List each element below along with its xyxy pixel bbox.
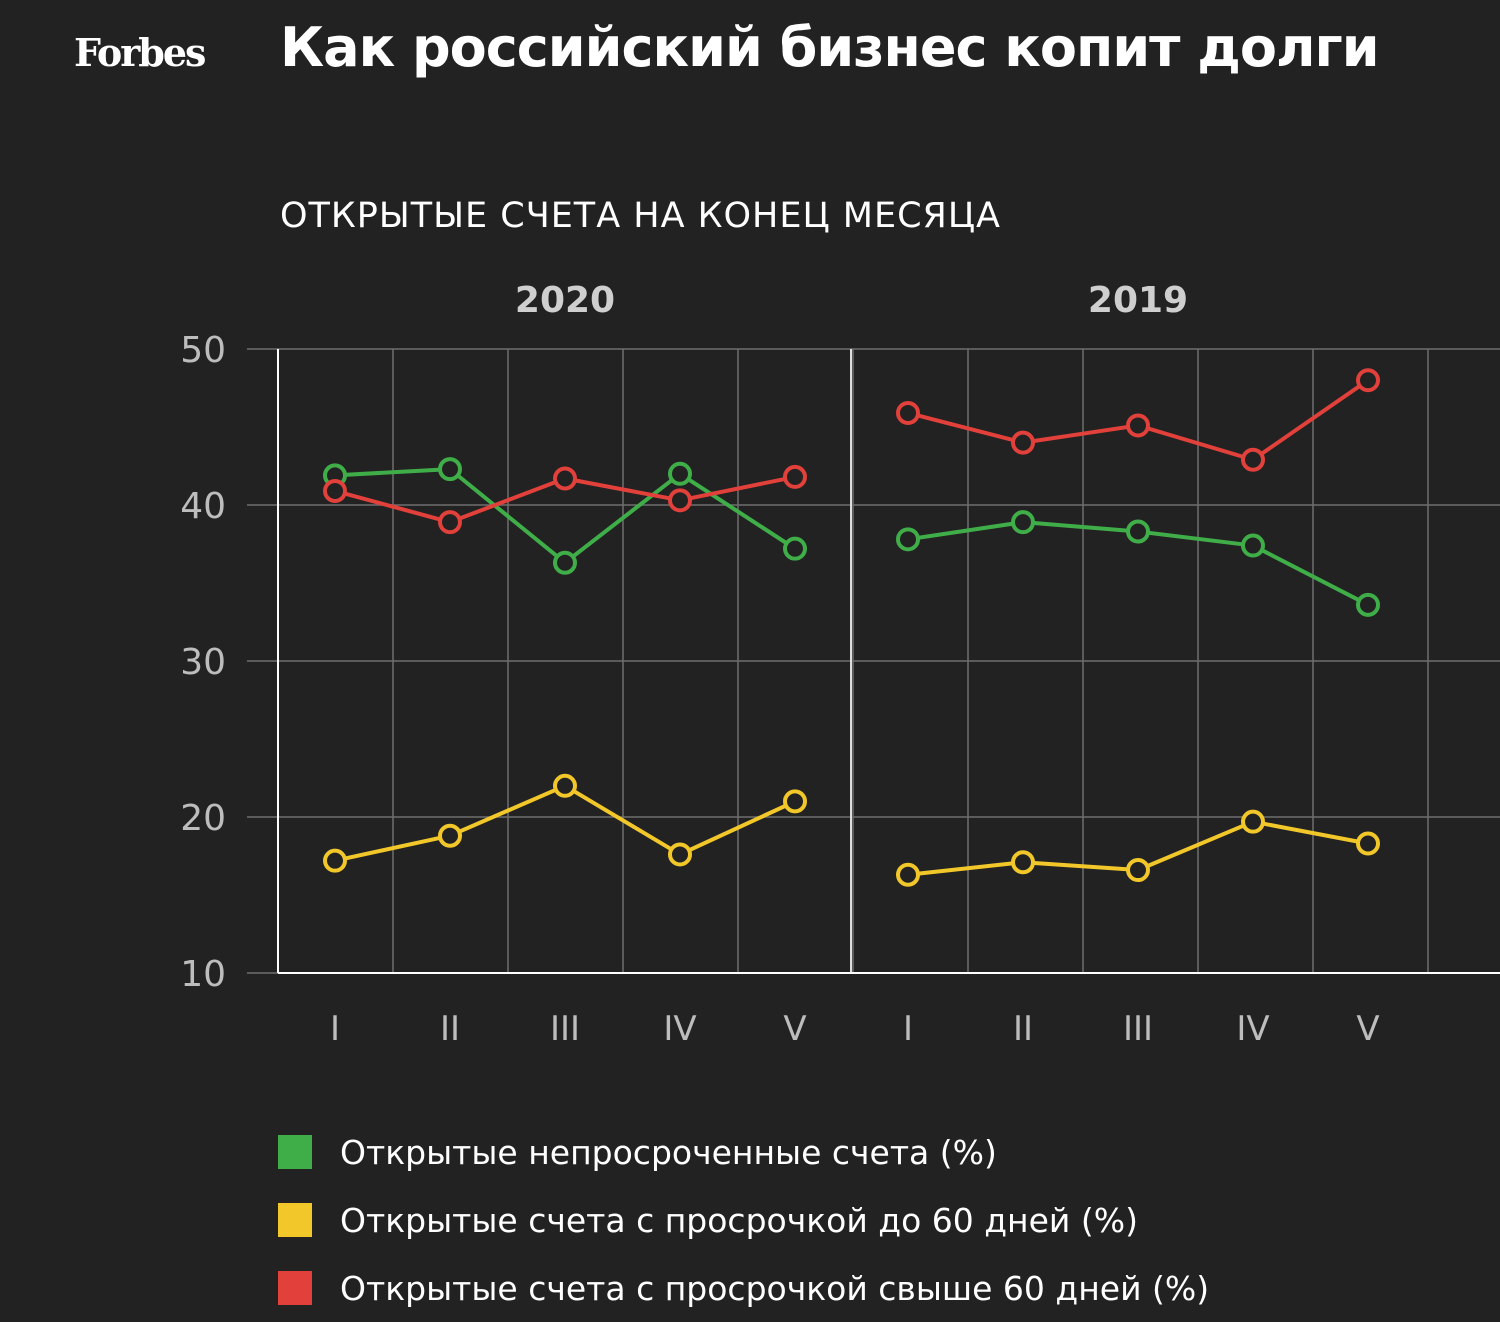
data-point (896, 862, 920, 887)
legend-item-current: Открытые непросроченные счета (%) (278, 1118, 1209, 1186)
data-point (783, 789, 807, 814)
data-point (1241, 447, 1265, 472)
data-point (1126, 858, 1150, 883)
chart-subtitle: ОТКРЫТЫЕ СЧЕТА НА КОНЕЦ МЕСЯЦА (280, 196, 1001, 236)
data-point (553, 773, 577, 798)
y-tick-label: 50 (180, 330, 226, 371)
legend-swatch-red (278, 1271, 312, 1305)
data-point (438, 457, 462, 482)
y-tick-label: 20 (180, 798, 226, 839)
data-point (1241, 533, 1265, 558)
legend-label-current: Открытые непросроченные счета (%) (340, 1132, 997, 1172)
x-tick-label: V (783, 1009, 806, 1049)
data-point (668, 461, 692, 486)
data-point (896, 400, 920, 425)
data-point (323, 478, 347, 503)
data-point (1126, 413, 1150, 438)
legend-item-overdue-over-60: Открытые счета с просрочкой свыше 60 дне… (278, 1254, 1209, 1322)
y-tick-label: 10 (180, 954, 226, 995)
x-tick-label: III (550, 1009, 580, 1049)
data-point (1011, 850, 1035, 875)
data-point (783, 464, 807, 489)
panel-label: 2020 (515, 280, 615, 321)
x-tick-label: II (1013, 1009, 1033, 1049)
data-point (1356, 368, 1380, 393)
x-tick-label: I (903, 1009, 913, 1049)
data-point (1356, 831, 1380, 856)
chart-legend: Открытые непросроченные счета (%) Открыт… (278, 1118, 1209, 1322)
x-tick-label: III (1123, 1009, 1153, 1049)
legend-label-overdue-60: Открытые счета с просрочкой до 60 дней (… (340, 1200, 1138, 1240)
data-point (783, 536, 807, 561)
legend-swatch-green (278, 1135, 312, 1169)
legend-item-overdue-60: Открытые счета с просрочкой до 60 дней (… (278, 1186, 1209, 1254)
y-tick-label: 30 (180, 642, 226, 683)
data-point (438, 510, 462, 535)
data-point (896, 527, 920, 552)
x-tick-label: II (440, 1009, 460, 1049)
data-point (438, 823, 462, 848)
data-point (1011, 430, 1035, 455)
data-point (323, 848, 347, 873)
data-point (1356, 592, 1380, 617)
panel-label: 2019 (1088, 280, 1188, 321)
data-point (553, 466, 577, 491)
forbes-logo: Forbes (74, 30, 206, 75)
data-point (668, 488, 692, 513)
y-tick-label: 40 (180, 486, 226, 527)
x-tick-label: I (330, 1009, 340, 1049)
legend-swatch-yellow (278, 1203, 312, 1237)
legend-label-overdue-over-60: Открытые счета с просрочкой свыше 60 дне… (340, 1268, 1210, 1308)
data-point (553, 550, 577, 575)
x-tick-label: IV (663, 1009, 696, 1049)
x-tick-label: IV (1236, 1009, 1269, 1049)
page-title: Как российский бизнес копит долги (280, 16, 1380, 79)
x-tick-label: V (1356, 1009, 1379, 1049)
data-point (668, 842, 692, 867)
data-point (1126, 519, 1150, 544)
data-point (1011, 510, 1035, 535)
data-point (1241, 809, 1265, 834)
